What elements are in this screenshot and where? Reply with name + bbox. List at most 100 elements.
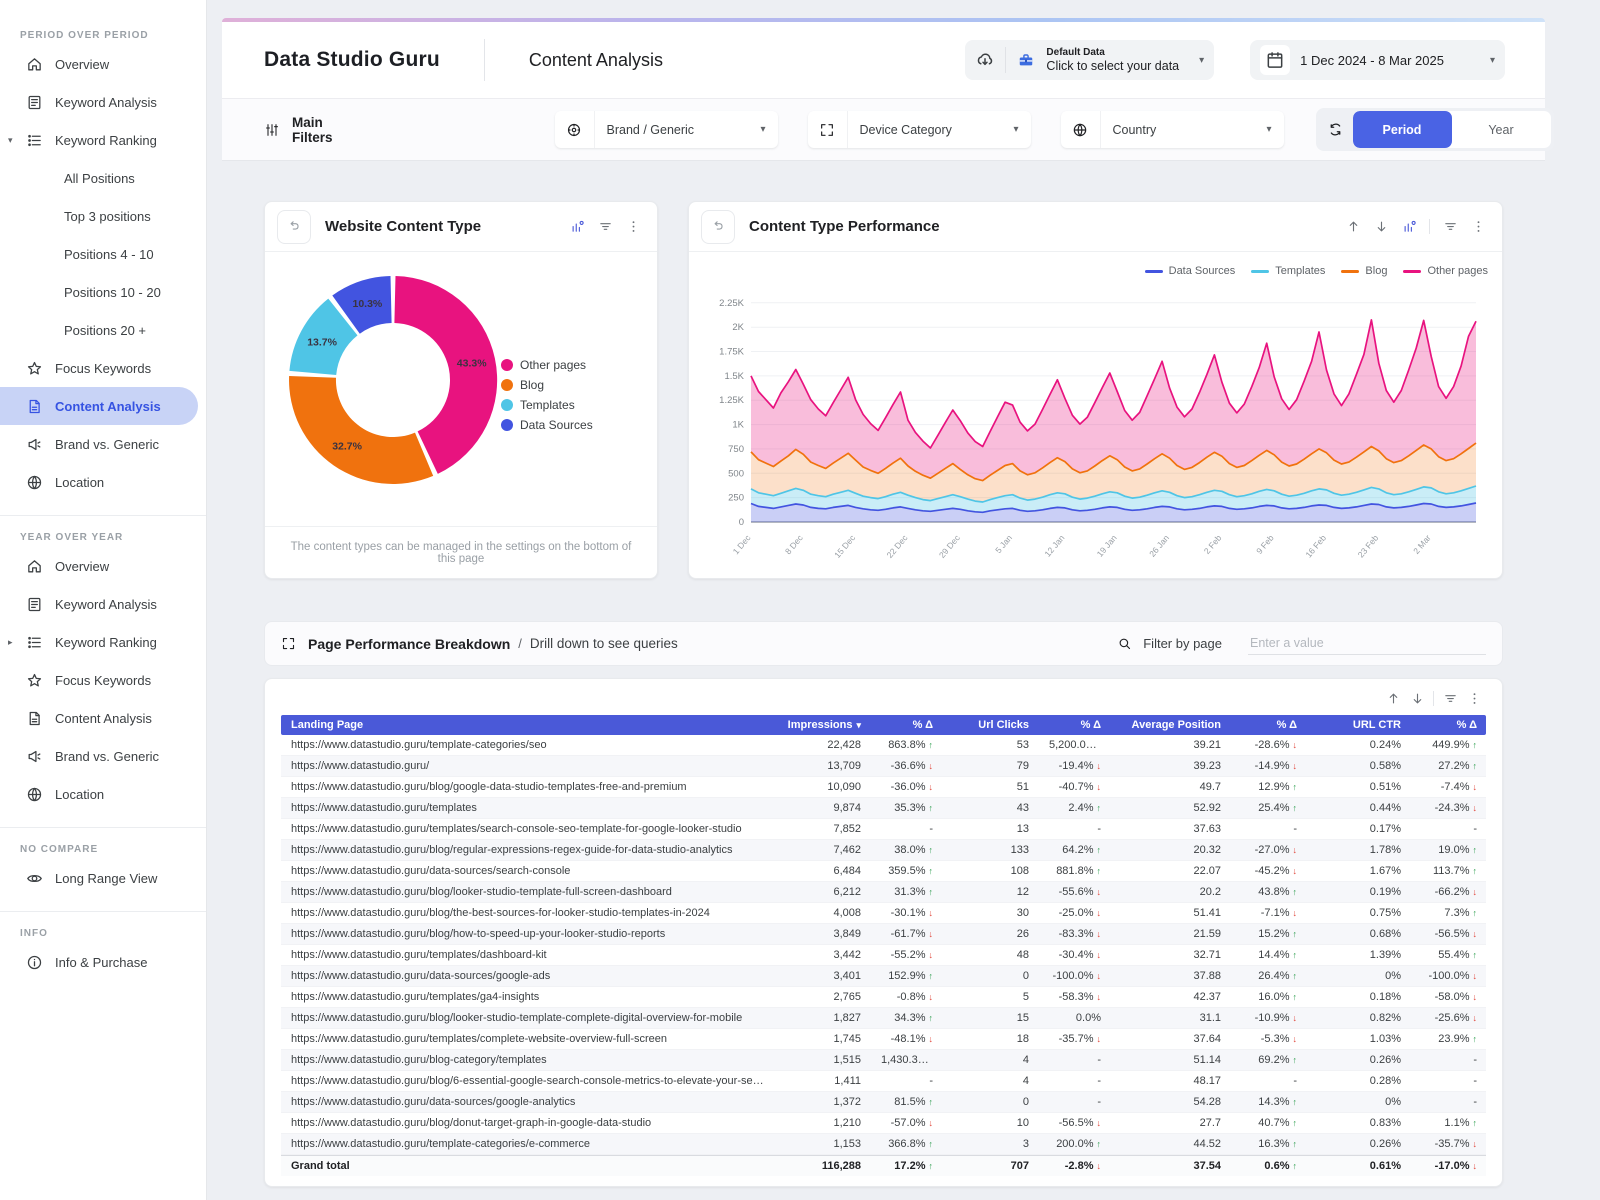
filter-dropdown-brand-generic[interactable]: Brand / Generic ▾ (554, 111, 778, 148)
landing-page-cell[interactable]: https://www.datastudio.guru/blog/the-bes… (291, 907, 710, 919)
landing-page-cell[interactable]: https://www.datastudio.guru/blog/looker-… (291, 886, 672, 898)
landing-page-cell[interactable]: https://www.datastudio.guru/blog/looker-… (291, 1012, 743, 1024)
column-header-url-clicks[interactable]: Url Clicks (978, 719, 1029, 731)
filter-icon[interactable] (1438, 215, 1462, 239)
table-row[interactable]: https://www.datastudio.guru/data-sources… (281, 861, 1486, 882)
table-row[interactable]: https://www.datastudio.guru/template-cat… (281, 1134, 1486, 1155)
landing-page-cell[interactable]: https://www.datastudio.guru/templates (291, 802, 477, 814)
chart-settings-icon[interactable] (565, 215, 589, 239)
sidebar-item-overview[interactable]: Overview (0, 547, 206, 585)
sidebar-item-content-analysis[interactable]: Content Analysis (0, 699, 206, 737)
sidebar-item-location[interactable]: Location (0, 775, 206, 813)
toggle-option-period[interactable]: Period (1352, 111, 1452, 148)
table-row[interactable]: https://www.datastudio.guru/template-cat… (281, 735, 1486, 756)
landing-page-cell[interactable]: https://www.datastudio.guru/templates/se… (291, 823, 742, 835)
column-header-[interactable]: % Δ (1456, 719, 1477, 731)
table-row[interactable]: https://www.datastudio.guru/templates/ga… (281, 987, 1486, 1008)
column-header-impressions[interactable]: Impressions ▾ (787, 719, 861, 731)
landing-page-cell[interactable]: https://www.datastudio.guru/data-sources… (291, 1096, 576, 1108)
column-header-[interactable]: % Δ (912, 719, 933, 731)
filter-by-page-input[interactable] (1248, 632, 1486, 655)
table-row[interactable]: https://www.datastudio.guru/blog/6-essen… (281, 1071, 1486, 1092)
sidebar-item-positions-10-20[interactable]: Positions 10 - 20 (0, 273, 206, 311)
sidebar-item-keyword-analysis[interactable]: Keyword Analysis (0, 585, 206, 623)
column-header-average-position[interactable]: Average Position (1131, 719, 1221, 731)
sidebar-item-focus-keywords[interactable]: Focus Keywords (0, 661, 206, 699)
column-header-landing-page[interactable]: Landing Page (291, 719, 364, 731)
table-row[interactable]: https://www.datastudio.guru/blog/looker-… (281, 882, 1486, 903)
table-row[interactable]: https://www.datastudio.guru/blog/google-… (281, 777, 1486, 798)
landing-page-cell[interactable]: https://www.datastudio.guru/templates/da… (291, 949, 547, 961)
filter-dropdown-country[interactable]: Country ▾ (1060, 111, 1284, 148)
toggle-option-year[interactable]: Year (1488, 122, 1514, 137)
table-row[interactable]: https://www.datastudio.guru/templates 9,8… (281, 798, 1486, 819)
filter-icon[interactable] (1438, 686, 1462, 710)
sync-icon[interactable] (1319, 111, 1353, 148)
sidebar-item-keyword-ranking[interactable]: ▸ Keyword Ranking (0, 623, 206, 661)
landing-page-cell[interactable]: https://www.datastudio.guru/blog/google-… (291, 781, 687, 793)
sidebar-item-brand-vs-generic[interactable]: Brand vs. Generic (0, 737, 206, 775)
landing-page-cell[interactable]: https://www.datastudio.guru/blog-categor… (291, 1054, 547, 1066)
undo-icon[interactable] (277, 209, 311, 244)
chart-settings-icon[interactable] (1397, 215, 1421, 239)
perf-legend-item-blog[interactable]: Blog (1341, 265, 1387, 277)
move-down-icon[interactable] (1405, 686, 1429, 710)
sidebar-item-all-positions[interactable]: All Positions (0, 159, 206, 197)
perf-legend-item-data-sources[interactable]: Data Sources (1144, 265, 1235, 277)
sidebar-item-brand-vs-generic[interactable]: Brand vs. Generic (0, 425, 206, 463)
landing-page-cell[interactable]: https://www.datastudio.guru/blog/regular… (291, 844, 733, 856)
landing-page-cell[interactable]: https://www.datastudio.guru/data-sources… (291, 865, 571, 877)
kebab-menu-icon[interactable] (1462, 686, 1486, 710)
landing-page-cell[interactable]: https://www.datastudio.guru/template-cat… (291, 1138, 590, 1150)
table-row[interactable]: https://www.datastudio.guru/blog/looker-… (281, 1008, 1486, 1029)
perf-legend-item-other-pages[interactable]: Other pages (1403, 265, 1488, 277)
donut-legend-item-templates[interactable]: Templates (501, 398, 593, 412)
kebab-menu-icon[interactable] (1466, 215, 1490, 239)
table-row[interactable]: https://www.datastudio.guru/templates/co… (281, 1029, 1486, 1050)
donut-legend-item-data-sources[interactable]: Data Sources (501, 418, 593, 432)
landing-page-cell[interactable]: Grand total (291, 1160, 350, 1172)
table-row[interactable]: https://www.datastudio.guru/blog-categor… (281, 1050, 1486, 1071)
filter-icon[interactable] (593, 215, 617, 239)
date-range-picker[interactable]: 1 Dec 2024 - 8 Mar 2025 ▾ (1250, 40, 1505, 80)
table-row[interactable]: https://www.datastudio.guru/blog/donut-t… (281, 1113, 1486, 1134)
table-row[interactable]: https://www.datastudio.guru/blog/how-to-… (281, 924, 1486, 945)
table-row[interactable]: https://www.datastudio.guru/templates/da… (281, 945, 1486, 966)
caret-down-icon[interactable]: ▾ (8, 134, 13, 145)
donut-legend-item-blog[interactable]: Blog (501, 378, 593, 392)
perf-legend-item-templates[interactable]: Templates (1251, 265, 1325, 277)
landing-page-cell[interactable]: https://www.datastudio.guru/templates/ga… (291, 991, 540, 1003)
data-source-selector[interactable]: Default Data Click to select your data ▾ (965, 40, 1215, 80)
table-row[interactable]: https://www.datastudio.guru/13,709 -36.6%… (281, 756, 1486, 777)
move-up-icon[interactable] (1341, 215, 1365, 239)
sidebar-item-keyword-analysis[interactable]: Keyword Analysis (0, 83, 206, 121)
sidebar-item-info-purchase[interactable]: Info & Purchase (0, 943, 206, 981)
expand-icon[interactable] (281, 636, 296, 651)
sidebar-item-location[interactable]: Location (0, 463, 206, 501)
grand-total-row[interactable]: Grand total 116,288 17.2% ↑ 707 -2.8% ↓ 37.54 0.… (281, 1155, 1486, 1176)
sidebar-item-positions-4-10[interactable]: Positions 4 - 10 (0, 235, 206, 273)
landing-page-cell[interactable]: https://www.datastudio.guru/data-sources… (291, 970, 551, 982)
table-row[interactable]: https://www.datastudio.guru/templates/se… (281, 819, 1486, 840)
move-up-icon[interactable] (1381, 686, 1405, 710)
landing-page-cell[interactable]: https://www.datastudio.guru/template-cat… (291, 739, 547, 751)
sidebar-item-top-3-positions[interactable]: Top 3 positions (0, 197, 206, 235)
table-row[interactable]: https://www.datastudio.guru/blog/the-bes… (281, 903, 1486, 924)
donut-legend-item-other-pages[interactable]: Other pages (501, 358, 593, 372)
caret-right-icon[interactable]: ▸ (8, 636, 13, 647)
sidebar-item-positions-20[interactable]: Positions 20 + (0, 311, 206, 349)
landing-page-cell[interactable]: https://www.datastudio.guru/blog/donut-t… (291, 1117, 652, 1129)
column-header-[interactable]: % Δ (1080, 719, 1101, 731)
table-row[interactable]: https://www.datastudio.guru/data-sources… (281, 966, 1486, 987)
landing-page-cell[interactable]: https://www.datastudio.guru/blog/how-to-… (291, 928, 666, 940)
table-row[interactable]: https://www.datastudio.guru/blog/regular… (281, 840, 1486, 861)
sidebar-item-content-analysis[interactable]: Content Analysis (0, 387, 198, 425)
column-header-[interactable]: % Δ (1276, 719, 1297, 731)
landing-page-cell[interactable]: https://www.datastudio.guru/blog/6-essen… (291, 1075, 775, 1087)
landing-page-cell[interactable]: https://www.datastudio.guru/ (291, 760, 430, 772)
column-header-url-ctr[interactable]: URL CTR (1352, 719, 1401, 731)
undo-icon[interactable] (701, 209, 735, 244)
sidebar-item-focus-keywords[interactable]: Focus Keywords (0, 349, 206, 387)
landing-page-cell[interactable]: https://www.datastudio.guru/templates/co… (291, 1033, 667, 1045)
sidebar-item-long-range-view[interactable]: Long Range View (0, 859, 206, 897)
